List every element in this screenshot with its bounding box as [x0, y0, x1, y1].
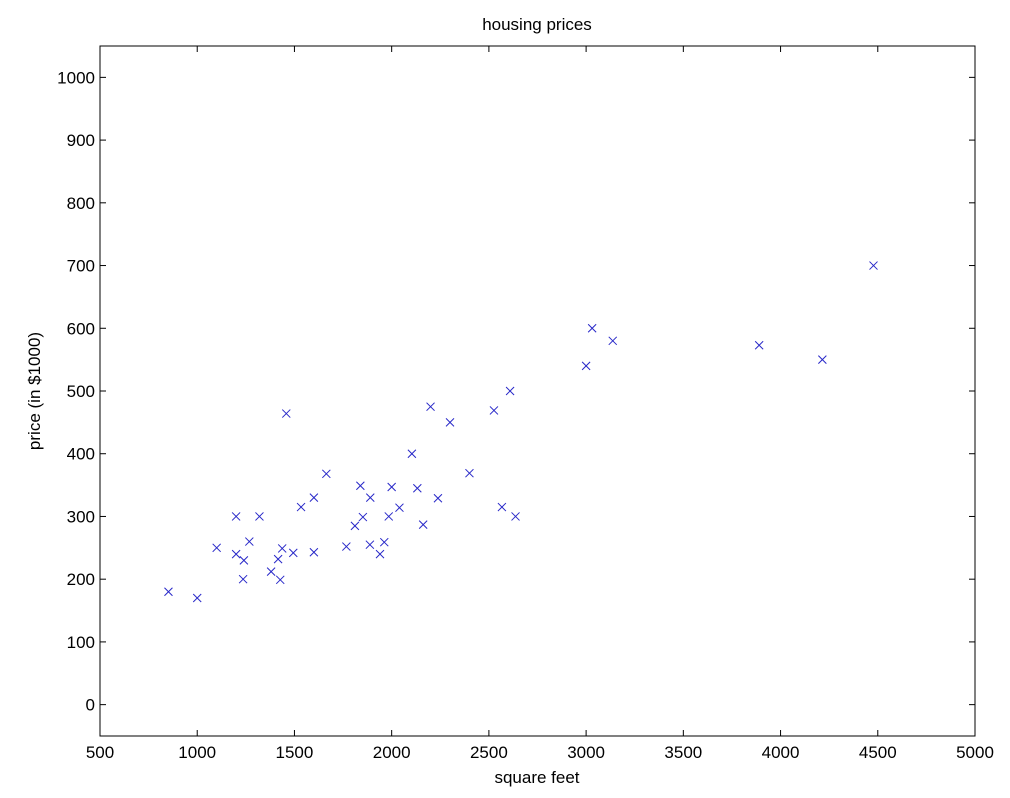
- data-point: [387, 482, 397, 492]
- data-point: [511, 512, 520, 521]
- data-point: [465, 468, 474, 478]
- plot-area: [99, 45, 976, 737]
- data-point: [581, 361, 591, 371]
- y-tick-label: 300: [67, 507, 95, 526]
- data-point: [273, 554, 283, 564]
- data-point: [379, 537, 389, 547]
- data-point: [754, 340, 764, 350]
- data-point: [238, 574, 248, 584]
- data-point: [489, 406, 499, 415]
- x-axis-title: square feet: [494, 768, 579, 787]
- data-point: [412, 483, 422, 493]
- data-point: [818, 355, 827, 364]
- data-point: [342, 542, 351, 551]
- data-point: [358, 512, 368, 522]
- data-point: [587, 323, 597, 333]
- data-point: [505, 386, 515, 396]
- data-point: [231, 512, 241, 521]
- data-point: [869, 261, 878, 270]
- x-tick-label: 3000: [567, 743, 605, 762]
- data-point: [192, 593, 202, 603]
- data-point: [445, 418, 455, 427]
- data-point: [433, 493, 443, 503]
- x-tick-label: 5000: [956, 743, 994, 762]
- data-point: [497, 502, 507, 512]
- data-point: [375, 549, 385, 559]
- x-tick-label: 2000: [373, 743, 411, 762]
- data-point: [384, 512, 394, 521]
- y-tick-label: 800: [67, 194, 95, 213]
- data-point: [309, 493, 319, 502]
- x-tick-label: 1500: [276, 743, 314, 762]
- axis-ticks: 500 1000 1500 2000 2500 3000 3500 4000 4500 5000 0…: [57, 46, 994, 762]
- x-tick-label: 500: [86, 743, 114, 762]
- chart-title: housing prices: [482, 15, 592, 34]
- data-point: [356, 481, 365, 491]
- data-point: [395, 503, 404, 513]
- x-tick-label: 3500: [664, 743, 702, 762]
- data-point: [231, 549, 241, 559]
- data-point: [309, 547, 319, 557]
- data-point: [239, 556, 249, 565]
- y-tick-label: 600: [67, 319, 95, 338]
- data-point: [365, 540, 375, 550]
- data-point: [164, 587, 173, 597]
- data-point: [266, 567, 276, 577]
- data-points: [164, 261, 878, 603]
- y-tick-label: 0: [86, 696, 95, 715]
- x-tick-label: 4000: [762, 743, 800, 762]
- x-tick-label: 4500: [859, 743, 897, 762]
- x-tick-label: 1000: [178, 743, 216, 762]
- data-point: [407, 449, 417, 459]
- data-point: [296, 502, 306, 512]
- y-tick-label: 200: [67, 570, 95, 589]
- data-point: [244, 537, 254, 546]
- y-tick-label: 500: [67, 382, 95, 401]
- y-tick-label: 900: [67, 131, 95, 150]
- y-tick-label: 100: [67, 633, 95, 652]
- data-point: [321, 469, 331, 479]
- y-tick-label: 400: [67, 445, 95, 464]
- data-point: [350, 521, 360, 531]
- x-tick-label: 2500: [470, 743, 508, 762]
- data-point: [255, 512, 264, 521]
- data-point: [281, 409, 291, 418]
- data-point: [608, 336, 618, 346]
- data-point: [277, 544, 287, 553]
- data-point: [212, 543, 222, 553]
- y-tick-label: 700: [67, 257, 95, 276]
- y-axis-title: price (in $1000): [25, 332, 44, 450]
- data-point: [426, 402, 435, 412]
- data-point: [365, 493, 375, 502]
- data-point: [288, 548, 298, 558]
- data-point: [418, 520, 428, 529]
- y-tick-label: 1000: [57, 68, 95, 87]
- data-point: [275, 575, 285, 585]
